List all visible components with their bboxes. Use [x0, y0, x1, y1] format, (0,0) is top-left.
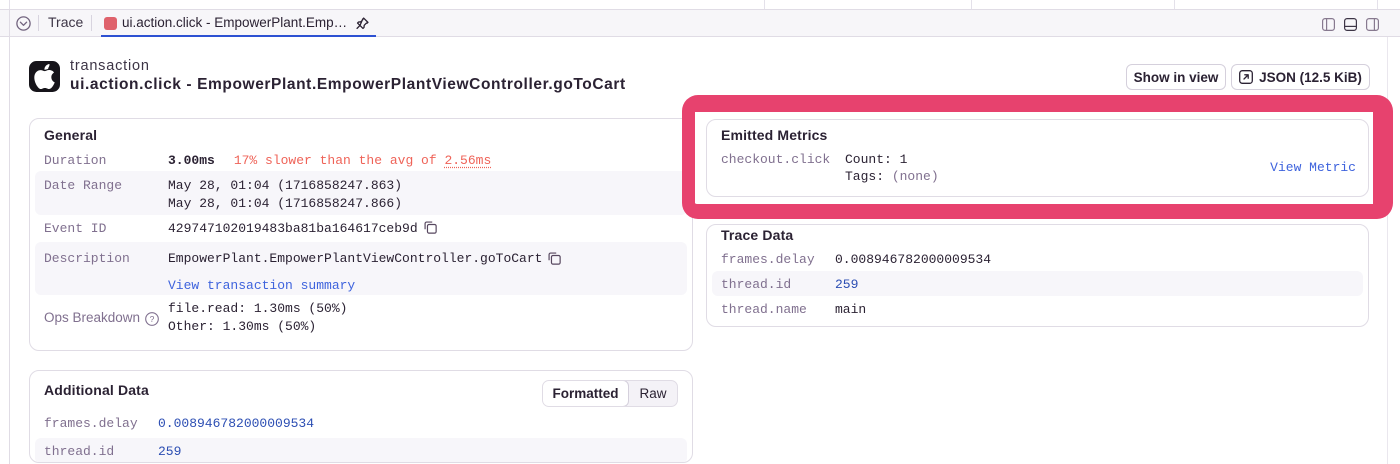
svg-text:?: ? — [150, 314, 155, 324]
